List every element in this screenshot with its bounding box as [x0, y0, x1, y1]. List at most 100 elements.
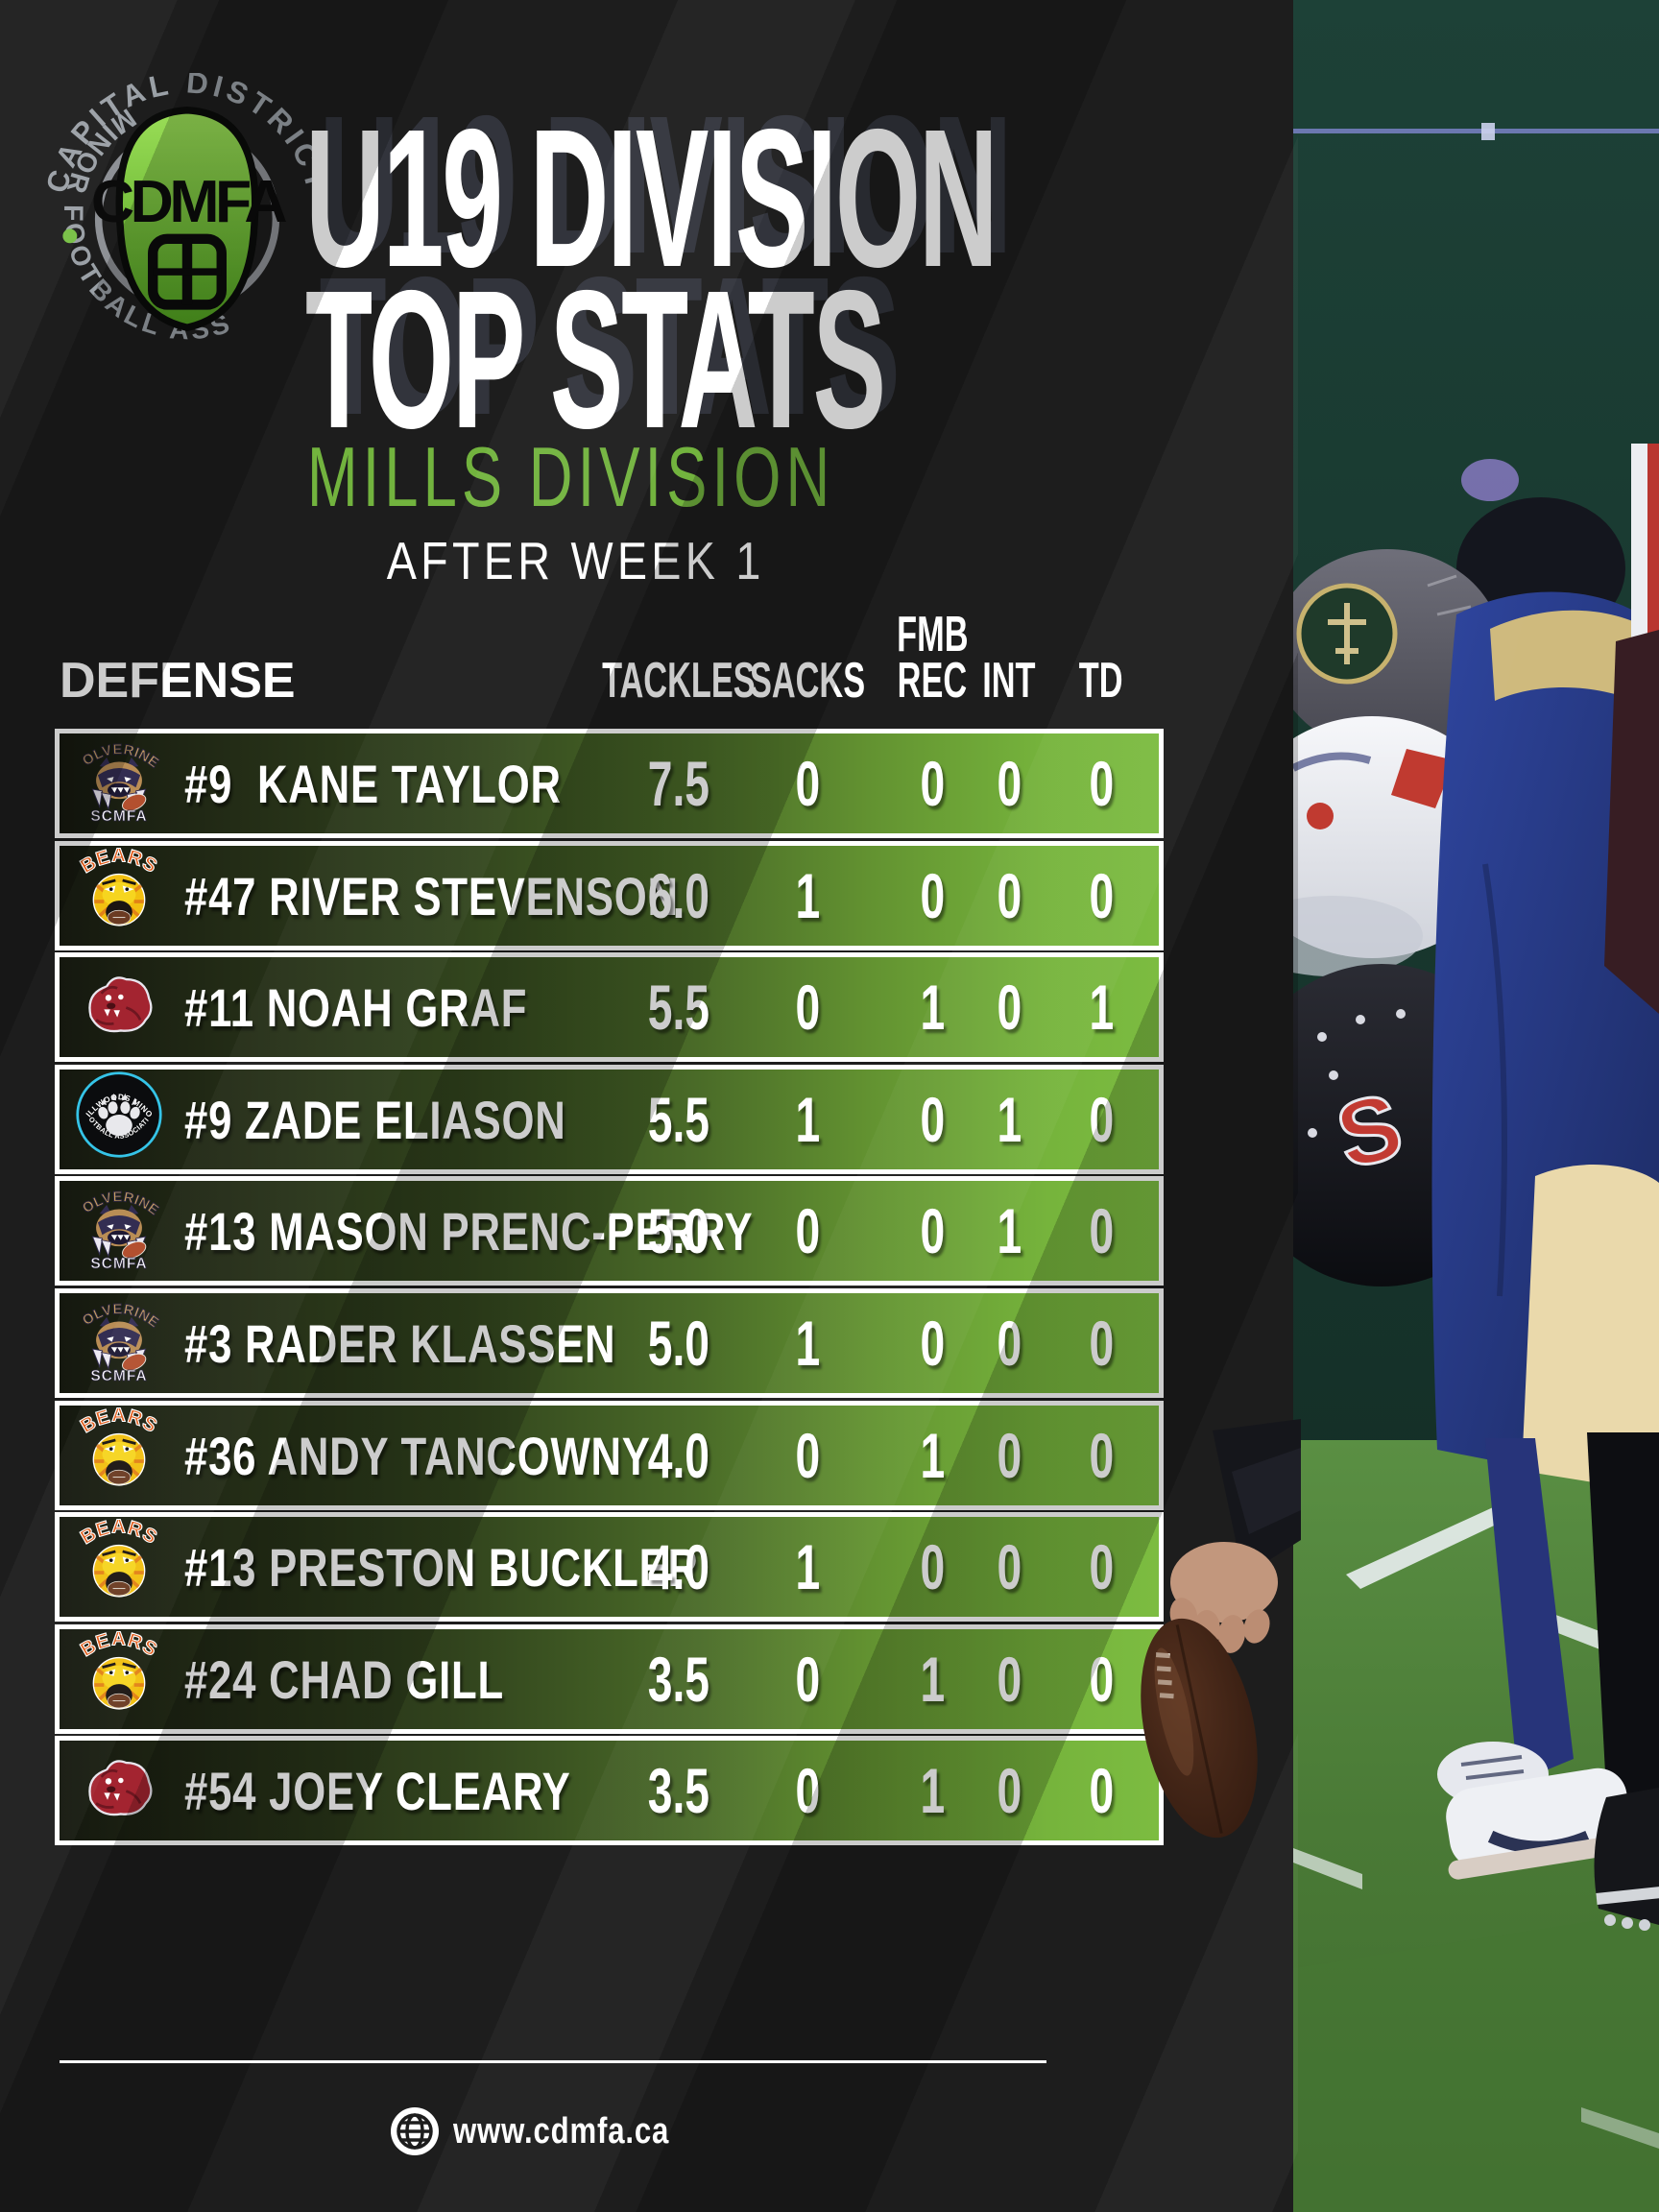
stat-sacks: 0 [795, 1420, 820, 1491]
team-logo-bears [63, 1407, 175, 1495]
hand [1170, 1542, 1278, 1623]
team-logo-bears [63, 1518, 175, 1606]
table-row: #36 ANDY TANCOWNY 4.0 0 1 0 0 [55, 1401, 1164, 1510]
stat-sacks: 1 [795, 1308, 820, 1379]
player-name: #9 KANE TAYLOR [184, 753, 562, 814]
white-sneaker [1446, 1767, 1637, 1880]
stat-tackles: 3.5 [647, 1755, 710, 1826]
table-row: #9 KANE TAYLOR 7.5 0 0 0 0 [55, 729, 1164, 838]
table-row: #3 RADER KLASSEN 5.0 1 0 0 0 [55, 1288, 1164, 1398]
stat-int: 0 [997, 972, 1022, 1043]
table-row: #24 CHAD GILL 3.5 0 1 0 0 [55, 1624, 1164, 1734]
stat-tackles: 5.5 [647, 972, 710, 1043]
stat-int: 0 [997, 1420, 1022, 1491]
stat-sacks: 0 [795, 972, 820, 1043]
footer-divider [60, 2060, 1046, 2063]
stat-sacks: 1 [795, 860, 820, 931]
stat-int: 1 [997, 1084, 1022, 1155]
football [1141, 1618, 1258, 1839]
stat-int: 0 [997, 1755, 1022, 1826]
stat-td: 0 [1089, 1531, 1114, 1602]
column-td: TD [1079, 653, 1123, 709]
stat-tackles: 3.5 [647, 1644, 710, 1715]
stat-td: 0 [1089, 1308, 1114, 1379]
stat-tackles: 6.0 [647, 860, 710, 931]
player-name: #36 ANDY TANCOWNY [184, 1425, 651, 1486]
player-name: #24 CHAD GILL [184, 1648, 504, 1710]
stat-td: 0 [1089, 748, 1114, 819]
black-cleat [1594, 1788, 1659, 1931]
stat-td: 0 [1089, 860, 1114, 931]
table-row: #47 RIVER STEVENSON 6.0 1 0 0 0 [55, 841, 1164, 950]
stat-sacks: 0 [795, 748, 820, 819]
player-name: #9 ZADE ELIASON [184, 1089, 566, 1150]
stat-int: 0 [997, 1644, 1022, 1715]
stat-tackles: 4.0 [647, 1531, 710, 1602]
team-logo-wolverines [63, 1182, 175, 1270]
stat-fmb-rec: 1 [920, 1420, 945, 1491]
team-logo-bulldogs [63, 1742, 175, 1830]
player-name: #47 RIVER STEVENSON [184, 865, 679, 926]
stat-fmb-rec: 1 [920, 972, 945, 1043]
player-legs [1437, 1432, 1659, 1931]
stat-tackles: 5.5 [647, 1084, 710, 1155]
team-logo-bears [63, 847, 175, 935]
page-title-line2: TOP STATS [305, 250, 886, 469]
stat-td: 0 [1089, 1420, 1114, 1491]
stat-int: 0 [997, 860, 1022, 931]
column-fmb: FMB [896, 607, 969, 663]
division-subtitle: MILLS DIVISION [307, 429, 835, 524]
table-row: #54 JOEY CLEARY 3.5 0 1 0 0 [55, 1736, 1164, 1845]
team-logo-bulldogs [63, 958, 175, 1046]
player-snapper [1431, 591, 1659, 1493]
stat-tackles: 5.0 [647, 1195, 710, 1266]
globe-icon [391, 2107, 439, 2155]
player-name: #13 MASON PRENC-PERRY [184, 1200, 754, 1262]
table-header: DEFENSE TACKLES SACKS FMB REC INT TD [55, 597, 1154, 710]
team-logo-wolverines [63, 734, 175, 823]
stat-int: 0 [997, 1308, 1022, 1379]
stat-fmb-rec: 1 [920, 1644, 945, 1715]
player-right-edge [1604, 444, 1659, 1014]
stat-sacks: 1 [795, 1084, 820, 1155]
stat-td: 0 [1089, 1084, 1114, 1155]
team-logo-wolverines [63, 1294, 175, 1382]
table-row: #13 PRESTON BUCKLER 4.0 1 0 0 0 [55, 1512, 1164, 1622]
player-name: #54 JOEY CLEARY [184, 1760, 571, 1821]
stat-td: 1 [1089, 972, 1114, 1043]
website-url: www.cdmfa.ca [453, 2110, 670, 2152]
cdmfa-logo: CAPITAL DISTRICT MINOR FOOTBALL ASS CDMF… [44, 73, 330, 346]
player-name: #3 RADER KLASSEN [184, 1312, 616, 1374]
stat-sacks: 0 [795, 1195, 820, 1266]
stat-int: 0 [997, 748, 1022, 819]
player-name: #11 NOAH GRAF [184, 976, 528, 1038]
stat-fmb-rec: 0 [920, 1195, 945, 1266]
stat-int: 1 [997, 1195, 1022, 1266]
stat-tackles: 5.0 [647, 1308, 710, 1379]
player-name: #13 PRESTON BUCKLER [184, 1536, 699, 1598]
column-sacks: SACKS [749, 653, 866, 709]
stat-td: 0 [1089, 1755, 1114, 1826]
column-int: INT [982, 653, 1036, 709]
team-logo-bears [63, 1630, 175, 1719]
stat-tackles: 4.0 [647, 1420, 710, 1491]
stat-sacks: 1 [795, 1531, 820, 1602]
game-photo: S [1293, 0, 1659, 2212]
table-row: #11 NOAH GRAF 5.5 0 1 0 1 [55, 952, 1164, 1062]
column-tackles: TACKLES [602, 653, 756, 709]
stat-fmb-rec: 0 [920, 748, 945, 819]
team-logo-millwoods [63, 1070, 175, 1159]
stat-fmb-rec: 1 [920, 1755, 945, 1826]
table-row: #9 ZADE ELIASON 5.5 1 0 1 0 [55, 1065, 1164, 1174]
badge-monogram: CDMFA [91, 168, 286, 235]
table-row: #13 MASON PRENC-PERRY 5.0 0 0 1 0 [55, 1176, 1164, 1286]
stat-sacks: 0 [795, 1644, 820, 1715]
stat-fmb-rec: 0 [920, 1084, 945, 1155]
column-defense: DEFENSE [60, 653, 296, 709]
stat-td: 0 [1089, 1195, 1114, 1266]
football-cutout [1141, 1419, 1301, 1839]
stat-int: 0 [997, 1531, 1022, 1602]
stat-tackles: 7.5 [647, 748, 710, 819]
stat-sacks: 0 [795, 1755, 820, 1826]
